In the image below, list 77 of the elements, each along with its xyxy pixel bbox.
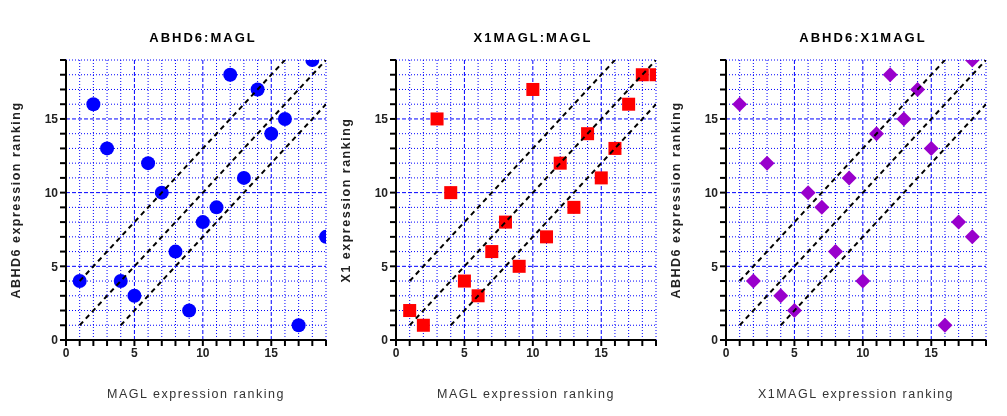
point <box>291 318 306 333</box>
point <box>416 318 430 332</box>
point <box>732 96 748 112</box>
chart-title: ABHD6:X1MAGL <box>798 30 928 47</box>
x-tick-label: 15 <box>594 345 609 360</box>
point <box>512 259 526 273</box>
point <box>937 317 953 333</box>
point <box>444 186 458 200</box>
point <box>236 170 251 185</box>
point <box>209 200 224 215</box>
y-tick-label: 10 <box>44 185 59 200</box>
y-tick-label: 15 <box>704 112 719 127</box>
x-axis-title: X1MAGL expression ranking <box>757 387 955 401</box>
point <box>141 156 156 171</box>
point <box>457 274 471 288</box>
y-tick-label: 10 <box>374 185 389 200</box>
x-tick-label: 0 <box>392 345 400 360</box>
y-tick-label: 0 <box>51 333 59 348</box>
point <box>485 245 499 259</box>
y-axis-title: ABHD6 expression ranking <box>9 101 24 299</box>
x-tick-label: 15 <box>924 345 939 360</box>
point <box>896 111 912 127</box>
point <box>277 111 292 126</box>
y-tick-label: 0 <box>711 333 719 348</box>
point <box>72 274 87 289</box>
point <box>86 97 101 112</box>
point <box>923 140 939 156</box>
point <box>800 185 816 201</box>
chart-title: X1MAGL:MAGL <box>472 30 594 47</box>
x-axis-title: MAGL expression ranking <box>437 387 615 401</box>
point <box>745 273 761 289</box>
point <box>855 273 871 289</box>
y-axis-title: ABHD6 expression ranking <box>669 101 684 299</box>
point <box>168 244 183 259</box>
point <box>773 288 789 304</box>
x-tick-label: 15 <box>264 345 279 360</box>
x-tick-label: 5 <box>791 345 799 360</box>
y-tick-label: 15 <box>44 112 59 127</box>
point <box>841 170 857 186</box>
x-tick-label: 5 <box>461 345 469 360</box>
point <box>869 126 885 142</box>
point <box>882 67 898 83</box>
x-tick-label: 5 <box>131 345 139 360</box>
point <box>540 230 554 244</box>
point <box>223 67 238 82</box>
point <box>127 288 142 303</box>
x-tick-label: 10 <box>526 345 540 360</box>
x-tick-label: 0 <box>722 345 730 360</box>
point <box>100 141 115 156</box>
x-axis-title: MAGL expression ranking <box>107 387 285 401</box>
y-tick-label: 5 <box>711 259 719 274</box>
point <box>964 229 980 245</box>
x-tick-label: 0 <box>62 345 70 360</box>
point <box>827 244 843 260</box>
point <box>567 200 581 214</box>
y-tick-label: 0 <box>381 333 389 348</box>
x-tick-label: 10 <box>196 345 210 360</box>
y-tick-label: 5 <box>51 259 59 274</box>
point <box>182 303 197 318</box>
y-axis-title: X1 expression ranking <box>339 117 354 283</box>
point <box>814 199 830 215</box>
point <box>430 112 444 126</box>
point <box>471 289 485 303</box>
point <box>951 214 967 230</box>
point <box>526 82 540 96</box>
point <box>195 215 210 230</box>
point <box>786 303 802 319</box>
y-tick-label: 10 <box>704 185 719 200</box>
point <box>594 171 608 185</box>
chart-title: ABHD6:MAGL <box>148 30 258 47</box>
y-tick-label: 15 <box>374 112 389 127</box>
x-tick-label: 10 <box>856 345 870 360</box>
y-tick-label: 5 <box>381 259 389 274</box>
point <box>403 304 417 318</box>
point <box>622 97 636 111</box>
point <box>759 155 775 171</box>
point <box>264 126 279 141</box>
